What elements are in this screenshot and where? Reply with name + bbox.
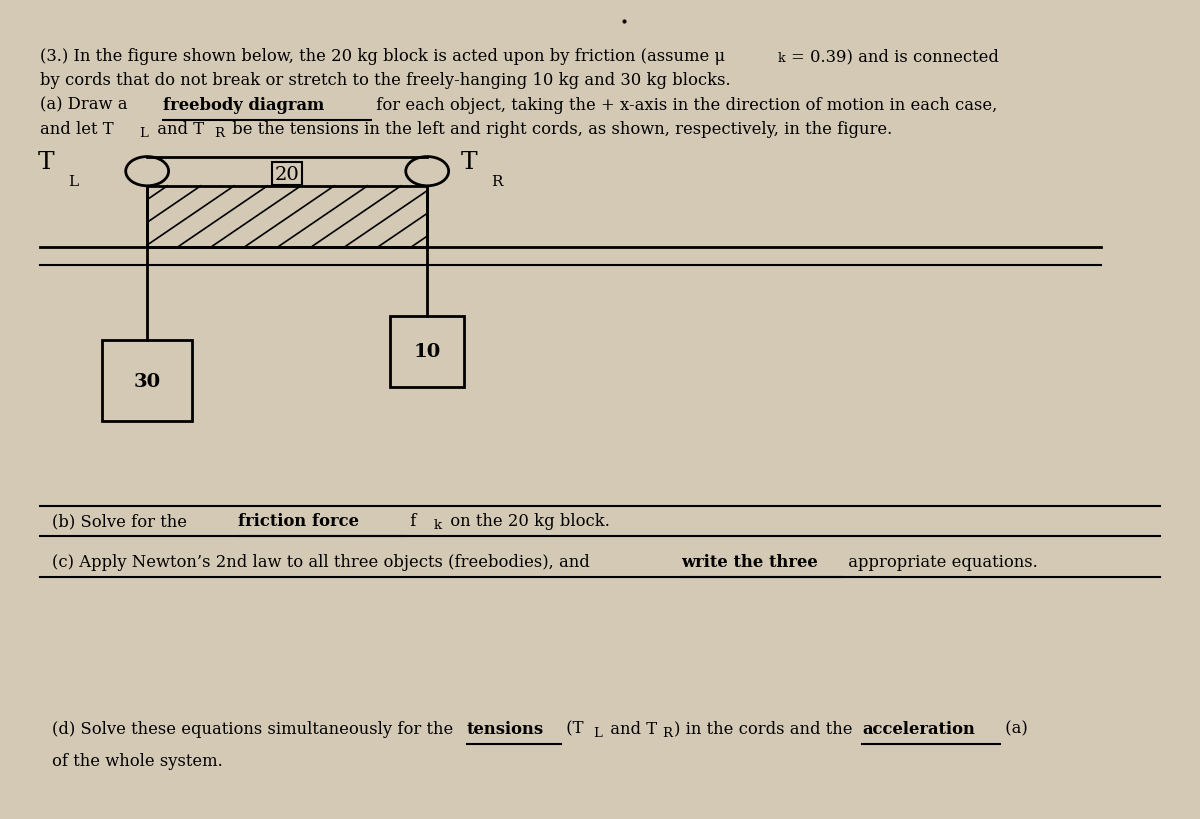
Text: T: T — [37, 151, 54, 174]
Text: R: R — [662, 726, 672, 739]
Text: (T: (T — [560, 720, 583, 737]
Text: acceleration: acceleration — [862, 720, 976, 737]
Text: k: k — [433, 518, 442, 531]
Text: of the whole system.: of the whole system. — [52, 753, 222, 769]
Text: (a): (a) — [1001, 720, 1028, 737]
Text: 20: 20 — [275, 165, 300, 183]
Text: on the 20 kg block.: on the 20 kg block. — [445, 513, 610, 529]
Text: appropriate equations.: appropriate equations. — [844, 553, 1038, 570]
Text: freebody diagram: freebody diagram — [163, 97, 324, 114]
Text: (a) Draw a: (a) Draw a — [40, 97, 133, 114]
Text: R: R — [492, 174, 503, 188]
Text: tensions: tensions — [467, 720, 544, 737]
Text: (d) Solve these equations simultaneously for the: (d) Solve these equations simultaneously… — [52, 720, 458, 737]
Text: (c) Apply Newton’s 2nd law to all three objects (freebodies), and: (c) Apply Newton’s 2nd law to all three … — [52, 553, 595, 570]
Text: = 0.39) and is connected: = 0.39) and is connected — [791, 48, 998, 65]
Text: L: L — [68, 174, 79, 188]
Text: f: f — [404, 513, 416, 529]
Text: by cords that do not break or stretch to the freely-hanging 10 kg and 30 kg bloc: by cords that do not break or stretch to… — [40, 72, 731, 89]
Text: and T: and T — [605, 720, 656, 737]
Text: be the tensions in the left and right cords, as shown, respectively, in the figu: be the tensions in the left and right co… — [227, 121, 893, 138]
Text: T: T — [461, 151, 478, 174]
Text: write the three: write the three — [682, 553, 817, 570]
Text: L: L — [139, 127, 148, 139]
Text: k: k — [778, 52, 785, 65]
Text: for each object, taking the + x-axis in the direction of motion in each case,: for each object, taking the + x-axis in … — [371, 97, 997, 114]
Text: and T: and T — [152, 121, 204, 138]
Text: and let T: and let T — [40, 121, 114, 138]
Text: (3.) In the figure shown below, the 20 kg block is acted upon by friction (assum: (3.) In the figure shown below, the 20 k… — [40, 48, 725, 65]
Text: (b) Solve for the: (b) Solve for the — [52, 513, 192, 529]
Text: friction force: friction force — [238, 513, 359, 529]
Text: ) in the cords and the: ) in the cords and the — [674, 720, 858, 737]
Text: L: L — [593, 726, 601, 739]
Text: 30: 30 — [133, 372, 161, 390]
Text: R: R — [214, 127, 224, 139]
Text: 10: 10 — [414, 343, 440, 361]
